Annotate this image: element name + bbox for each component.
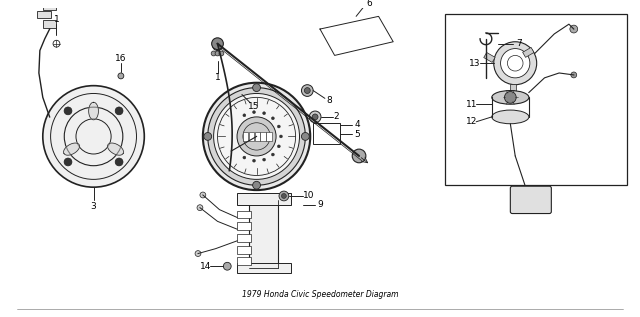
Circle shape — [277, 145, 280, 148]
Circle shape — [504, 92, 516, 103]
Bar — [237, 222, 251, 230]
Text: 13: 13 — [468, 59, 480, 68]
Bar — [249, 195, 278, 268]
Circle shape — [115, 158, 123, 166]
Bar — [43, 2, 56, 10]
Text: 8: 8 — [326, 96, 332, 105]
Circle shape — [197, 205, 203, 210]
Bar — [237, 257, 251, 265]
Circle shape — [280, 135, 282, 138]
Circle shape — [212, 41, 222, 50]
Text: 6: 6 — [366, 0, 372, 8]
Circle shape — [212, 38, 223, 49]
Bar — [445, 14, 627, 185]
Circle shape — [64, 158, 72, 166]
Circle shape — [571, 72, 577, 78]
Circle shape — [271, 153, 275, 156]
Text: 2: 2 — [334, 113, 339, 121]
Circle shape — [312, 114, 318, 120]
Text: 1: 1 — [54, 15, 60, 24]
Circle shape — [115, 107, 123, 115]
Bar — [255, 132, 260, 141]
Bar — [43, 20, 56, 28]
Circle shape — [211, 51, 216, 56]
Circle shape — [277, 125, 280, 128]
Bar — [237, 210, 251, 218]
Bar — [313, 123, 340, 144]
Text: 4: 4 — [355, 120, 360, 129]
Bar — [260, 132, 266, 141]
Bar — [237, 193, 291, 205]
Circle shape — [301, 133, 309, 140]
Circle shape — [43, 86, 144, 187]
Bar — [237, 234, 251, 242]
Circle shape — [243, 114, 246, 117]
Circle shape — [279, 191, 289, 201]
Circle shape — [223, 262, 231, 270]
Circle shape — [271, 117, 275, 120]
Circle shape — [253, 111, 255, 113]
Bar — [523, 48, 534, 57]
Text: 11: 11 — [465, 100, 477, 109]
Circle shape — [301, 85, 313, 96]
Bar — [37, 10, 51, 18]
Text: 15: 15 — [248, 102, 259, 111]
Circle shape — [500, 49, 530, 78]
Circle shape — [305, 87, 310, 94]
Circle shape — [262, 112, 266, 115]
Bar — [237, 246, 251, 254]
Circle shape — [219, 51, 224, 56]
Circle shape — [262, 158, 266, 161]
Text: 7: 7 — [516, 39, 522, 48]
Circle shape — [118, 73, 124, 79]
Circle shape — [243, 156, 246, 159]
Circle shape — [215, 51, 220, 56]
Circle shape — [214, 94, 300, 179]
Bar — [266, 132, 272, 141]
Circle shape — [253, 84, 260, 92]
Ellipse shape — [492, 110, 529, 124]
Text: 1979 Honda Civic Speedometer Diagram: 1979 Honda Civic Speedometer Diagram — [242, 290, 398, 300]
Bar — [249, 132, 254, 141]
Circle shape — [238, 87, 246, 94]
Circle shape — [253, 159, 255, 162]
Text: 9: 9 — [317, 200, 323, 209]
Circle shape — [203, 83, 310, 190]
Text: 12: 12 — [466, 117, 477, 126]
Circle shape — [195, 251, 201, 256]
Polygon shape — [89, 102, 99, 120]
Bar — [510, 84, 516, 94]
Circle shape — [282, 193, 286, 198]
Text: 3: 3 — [91, 202, 97, 211]
Circle shape — [64, 107, 72, 115]
Bar — [237, 263, 291, 273]
Circle shape — [253, 181, 260, 189]
Text: 10: 10 — [303, 191, 314, 200]
Text: 5: 5 — [354, 130, 360, 139]
Circle shape — [309, 111, 321, 123]
Circle shape — [208, 87, 305, 185]
Bar — [484, 53, 495, 62]
Text: 1: 1 — [214, 73, 220, 82]
FancyBboxPatch shape — [510, 186, 551, 214]
Polygon shape — [63, 143, 79, 155]
Text: 14: 14 — [200, 262, 211, 271]
Circle shape — [204, 133, 212, 140]
Bar — [243, 132, 248, 141]
Circle shape — [237, 117, 276, 156]
Polygon shape — [108, 143, 124, 155]
Circle shape — [352, 149, 366, 163]
Circle shape — [570, 25, 578, 33]
Ellipse shape — [492, 91, 529, 104]
Circle shape — [493, 42, 537, 85]
Circle shape — [200, 192, 206, 198]
Text: 16: 16 — [115, 54, 127, 63]
